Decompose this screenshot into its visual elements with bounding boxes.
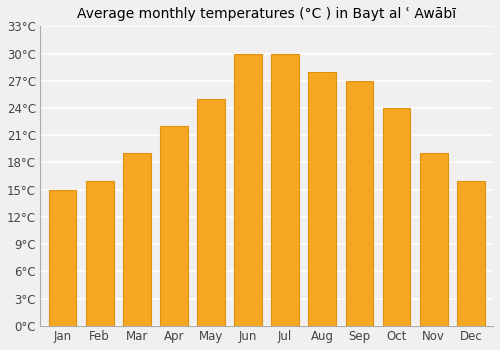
Bar: [123, 153, 150, 326]
Bar: [197, 99, 225, 326]
Bar: [382, 108, 410, 326]
Title: Average monthly temperatures (°C ) in Bayt al ʿ Awābī: Average monthly temperatures (°C ) in Ba…: [77, 7, 456, 21]
Bar: [234, 54, 262, 326]
Bar: [160, 126, 188, 326]
Bar: [86, 181, 114, 326]
Bar: [272, 54, 299, 326]
Bar: [308, 72, 336, 326]
Bar: [48, 190, 76, 326]
Bar: [346, 81, 374, 326]
Bar: [420, 153, 448, 326]
Bar: [457, 181, 484, 326]
